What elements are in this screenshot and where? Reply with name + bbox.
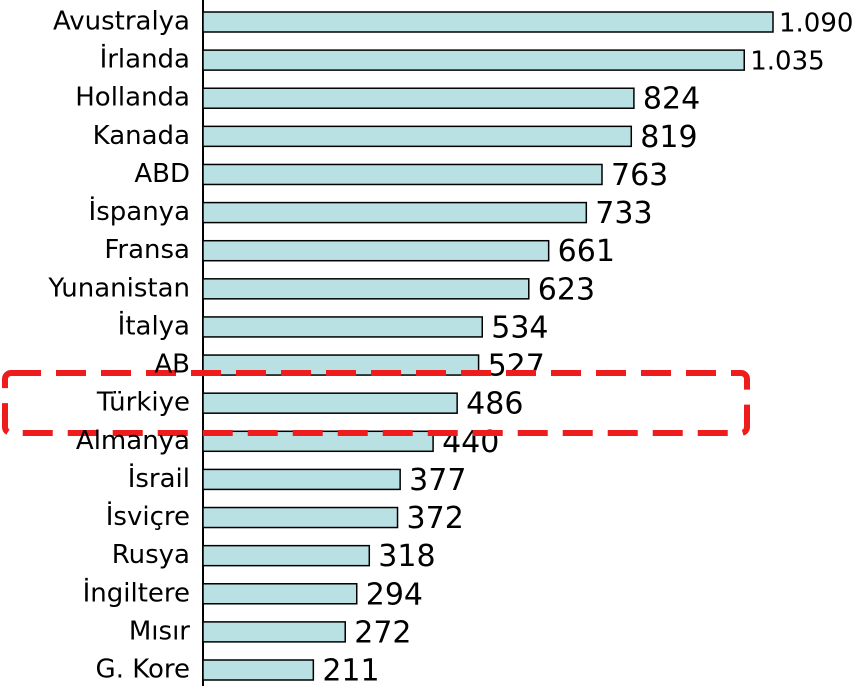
category-label: İspanya	[89, 195, 190, 227]
category-label: Avustralya	[53, 7, 190, 37]
bar	[202, 468, 401, 491]
highlight-box	[2, 370, 750, 436]
category-label: ABD	[134, 159, 190, 189]
value-label: 1.035	[750, 47, 824, 77]
value-label: 211	[322, 654, 379, 686]
bar	[202, 621, 346, 643]
bars: 1.0901.035824819763733661623534527486440…	[202, 9, 853, 686]
bar	[202, 392, 458, 414]
bar	[202, 125, 633, 148]
category-label: Yunanistan	[47, 273, 190, 303]
category-label: İrlanda	[100, 43, 190, 75]
value-label: 763	[611, 158, 668, 193]
value-label: 824	[643, 82, 700, 117]
bar	[202, 11, 774, 33]
value-label: 534	[491, 310, 548, 345]
category-label: İtalya	[118, 309, 190, 341]
value-label: 318	[378, 539, 435, 574]
value-label: 294	[366, 577, 423, 612]
category-label: Kanada	[93, 121, 190, 151]
category-label: Hollanda	[75, 83, 190, 113]
bar	[202, 87, 635, 109]
value-label: 819	[640, 120, 697, 155]
bar	[202, 583, 358, 605]
category-label: Türkiye	[96, 388, 190, 418]
category-label: G. Kore	[96, 655, 190, 685]
value-label: 661	[558, 234, 615, 269]
category-label: Almanya	[76, 426, 190, 456]
bar	[202, 278, 530, 300]
value-label: 527	[488, 349, 545, 384]
value-label: 377	[409, 463, 466, 498]
bar	[202, 239, 550, 262]
value-label: 372	[407, 501, 464, 536]
category-label: İsviçre	[106, 500, 190, 532]
category-label: AB	[154, 350, 190, 380]
value-label: 1.090	[779, 9, 853, 39]
category-label: Rusya	[112, 540, 190, 570]
bar	[202, 201, 588, 224]
bar	[202, 659, 315, 681]
category-label: İngiltere	[83, 576, 190, 608]
category-label: İsrail	[128, 462, 190, 494]
value-label: 623	[538, 272, 595, 307]
value-label: 486	[466, 387, 523, 422]
bar	[202, 163, 603, 186]
bar	[202, 49, 745, 71]
value-label: 272	[354, 615, 411, 650]
bar	[202, 506, 399, 529]
value-label: 733	[595, 196, 652, 231]
bar	[202, 316, 483, 338]
bar	[202, 544, 371, 567]
category-label: Mısır	[129, 616, 190, 646]
category-label: Fransa	[104, 235, 190, 265]
